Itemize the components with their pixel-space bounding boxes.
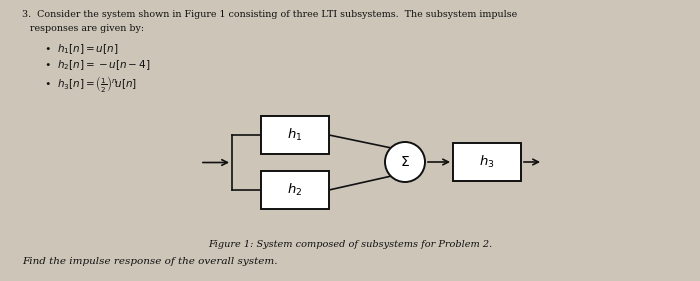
Circle shape bbox=[385, 142, 425, 182]
Text: $\bullet$  $h_2[n] = -u[n-4]$: $\bullet$ $h_2[n] = -u[n-4]$ bbox=[44, 58, 150, 72]
Bar bbox=[261, 171, 329, 209]
Text: $\bullet$  $h_1[n] = u[n]$: $\bullet$ $h_1[n] = u[n]$ bbox=[44, 42, 118, 56]
Bar bbox=[261, 116, 329, 154]
Text: $\bullet$  $h_3[n] = \left(\frac{1}{2}\right)^n\! u[n]$: $\bullet$ $h_3[n] = \left(\frac{1}{2}\ri… bbox=[44, 74, 137, 94]
Text: $h_1$: $h_1$ bbox=[287, 127, 302, 143]
Bar bbox=[453, 143, 521, 181]
Text: responses are given by:: responses are given by: bbox=[30, 24, 144, 33]
Text: $h_2$: $h_2$ bbox=[287, 182, 302, 198]
Text: Figure 1: System composed of subsystems for Problem 2.: Figure 1: System composed of subsystems … bbox=[208, 240, 492, 249]
Text: 3.  Consider the system shown in Figure 1 consisting of three LTI subsystems.  T: 3. Consider the system shown in Figure 1… bbox=[22, 10, 517, 19]
Text: Find the impulse response of the overall system.: Find the impulse response of the overall… bbox=[22, 257, 277, 266]
Text: $h_3$: $h_3$ bbox=[480, 154, 495, 170]
Text: $\Sigma$: $\Sigma$ bbox=[400, 155, 410, 169]
